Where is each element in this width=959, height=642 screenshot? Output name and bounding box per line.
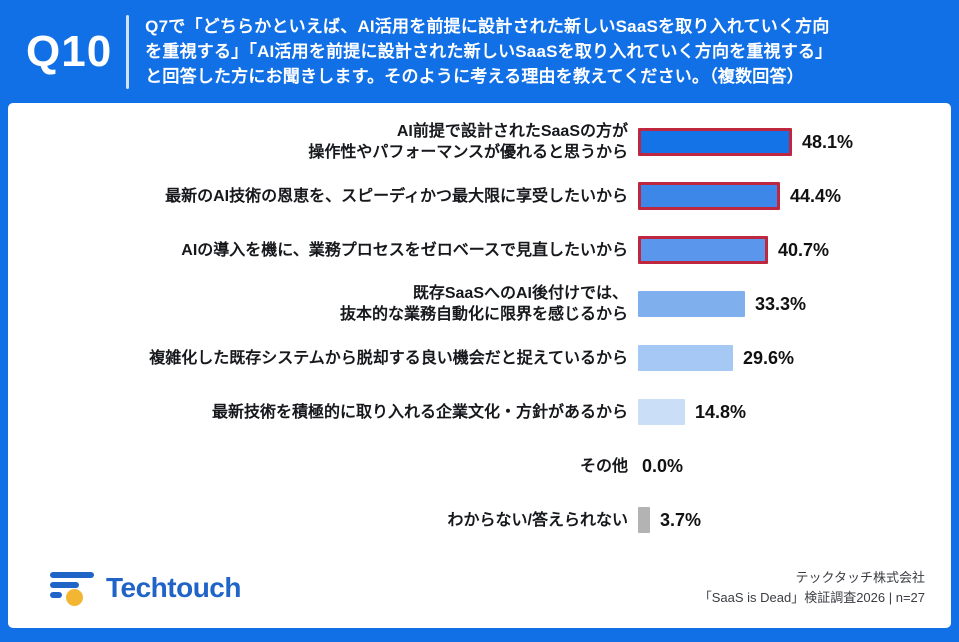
source-note: テックタッチ株式会社「SaaS is Dead」検証調査2026 | n=27 — [699, 568, 925, 608]
bar — [638, 291, 745, 317]
bar — [638, 182, 780, 210]
question-number: Q10 — [26, 26, 113, 76]
logo-text: Techtouch — [106, 572, 241, 603]
value-label: 44.4% — [790, 185, 842, 206]
category-label: その他 — [579, 457, 628, 475]
value-label: 40.7% — [778, 239, 830, 260]
company-name: テックタッチ株式会社 — [795, 570, 925, 585]
value-label: 33.3% — [755, 293, 807, 314]
chart-row: AI前提で設計されたSaaSの方が 操作性やパフォーマンスが優れると思うから 4… — [8, 115, 951, 169]
chart-row: 既存SaaSへのAI後付けでは、 抜本的な業務自動化に限界を感じるから 33.3… — [8, 277, 951, 331]
category-label: 最新技術を積極的に取り入れる企業文化・方針があるから — [211, 403, 628, 421]
value-label: 3.7% — [660, 509, 702, 530]
bar — [638, 128, 792, 156]
question-text: Q7で「どちらかといえば、AI活用を前提に設計された新しいSaaSを取り入れてい… — [145, 17, 833, 86]
techtouch-logo-icon — [48, 569, 96, 607]
chart-row: AIの導入を機に、業務プロセスをゼロベースで見直したいから 40.7% — [8, 223, 951, 277]
chart-row: 複雑化した既存システムから脱却する良い機会だと捉えているから 29.6% — [8, 331, 951, 385]
bar — [638, 507, 650, 533]
bar-chart: AI前提で設計されたSaaSの方が 操作性やパフォーマンスが優れると思うから 4… — [8, 103, 951, 568]
header-divider — [126, 14, 130, 89]
category-label: 最新のAI技術の恩恵を、スピーディかつ最大限に享受したいから — [165, 187, 628, 205]
value-label: 14.8% — [695, 401, 747, 422]
value-label: 29.6% — [743, 347, 795, 368]
chart-row: その他 0.0% — [8, 439, 951, 493]
chart-row: わからない/答えられない 3.7% — [8, 493, 951, 547]
value-label: 0.0% — [642, 455, 684, 476]
chart-row: 最新のAI技術の恩恵を、スピーディかつ最大限に享受したいから 44.4% — [8, 169, 951, 223]
footer: Techtouch テックタッチ株式会社「SaaS is Dead」検証調査20… — [8, 568, 951, 628]
value-label: 48.1% — [802, 131, 854, 152]
chart-card: AI前提で設計されたSaaSの方が 操作性やパフォーマンスが優れると思うから 4… — [8, 103, 951, 628]
bar — [638, 236, 768, 264]
category-label: AIの導入を機に、業務プロセスをゼロベースで見直したいから — [181, 241, 628, 259]
question-header: Q10 Q7で「どちらかといえば、AI活用を前提に設計された新しいSaaSを取り… — [0, 0, 959, 103]
category-label: わからない/答えられない — [447, 511, 628, 529]
bar — [638, 399, 685, 425]
techtouch-logo: Techtouch — [48, 569, 241, 607]
category-label: 複雑化した既存システムから脱却する良い機会だと捉えているから — [149, 349, 628, 367]
bar — [638, 345, 733, 371]
category-label: AI前提で設計されたSaaSの方が 操作性やパフォーマンスが優れると思うから — [308, 123, 628, 161]
chart-row: 最新技術を積極的に取り入れる企業文化・方針があるから 14.8% — [8, 385, 951, 439]
category-label: 既存SaaSへのAI後付けでは、 抜本的な業務自動化に限界を感じるから — [339, 285, 628, 323]
survey-note: 「SaaS is Dead」検証調査2026 | n=27 — [698, 590, 925, 605]
